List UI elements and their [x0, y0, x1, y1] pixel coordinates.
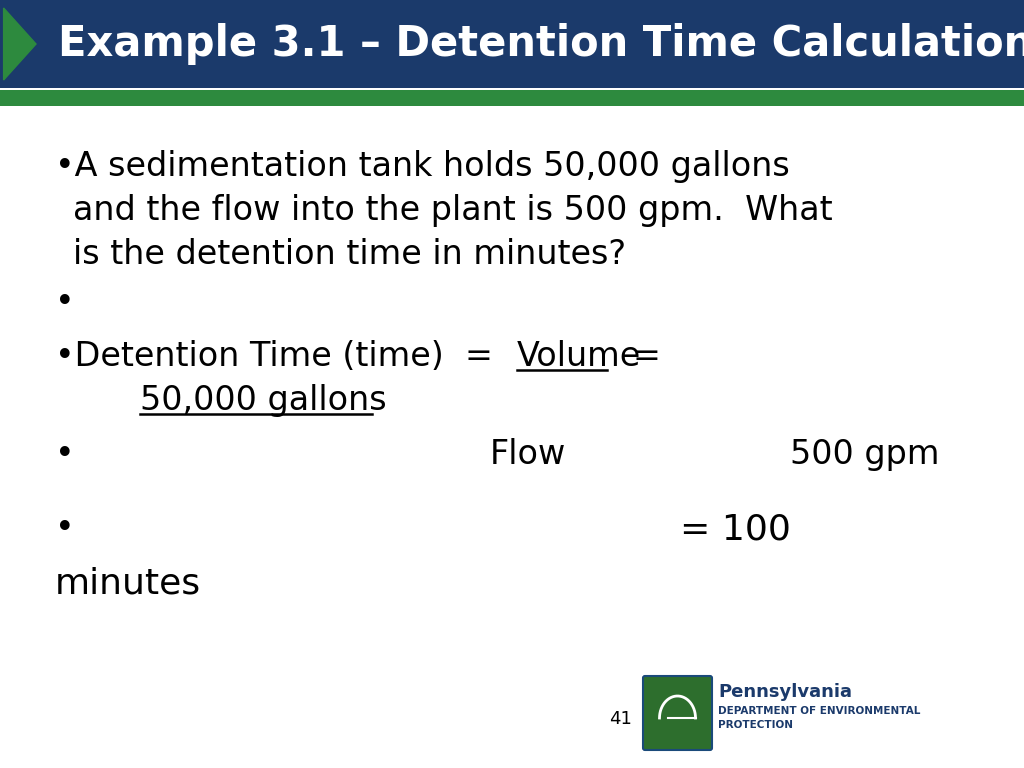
Text: minutes: minutes — [55, 566, 201, 600]
Text: Volume: Volume — [517, 340, 641, 373]
Text: Pennsylvania: Pennsylvania — [718, 683, 852, 701]
Text: Flow: Flow — [490, 438, 566, 471]
Text: PROTECTION: PROTECTION — [718, 720, 793, 730]
Text: 41: 41 — [608, 710, 632, 728]
Text: •Detention Time (time)  =: •Detention Time (time) = — [55, 340, 514, 373]
Text: •: • — [55, 438, 75, 471]
Text: •: • — [55, 512, 75, 545]
Bar — [0, 0, 1024, 88]
Text: 50,000 gallons: 50,000 gallons — [140, 384, 387, 417]
Text: DEPARTMENT OF ENVIRONMENTAL: DEPARTMENT OF ENVIRONMENTAL — [718, 706, 921, 716]
Text: 500 gpm: 500 gpm — [790, 438, 939, 471]
Text: is the detention time in minutes?: is the detention time in minutes? — [73, 238, 626, 271]
Text: •: • — [55, 286, 75, 319]
Text: =: = — [632, 340, 659, 373]
Polygon shape — [4, 8, 36, 80]
Bar — [0, 90, 1024, 106]
FancyBboxPatch shape — [643, 676, 712, 750]
Text: Example 3.1 – Detention Time Calculation: Example 3.1 – Detention Time Calculation — [58, 23, 1024, 65]
Text: and the flow into the plant is 500 gpm.  What: and the flow into the plant is 500 gpm. … — [73, 194, 833, 227]
Text: •A sedimentation tank holds 50,000 gallons: •A sedimentation tank holds 50,000 gallo… — [55, 150, 790, 183]
Text: = 100: = 100 — [680, 512, 791, 546]
